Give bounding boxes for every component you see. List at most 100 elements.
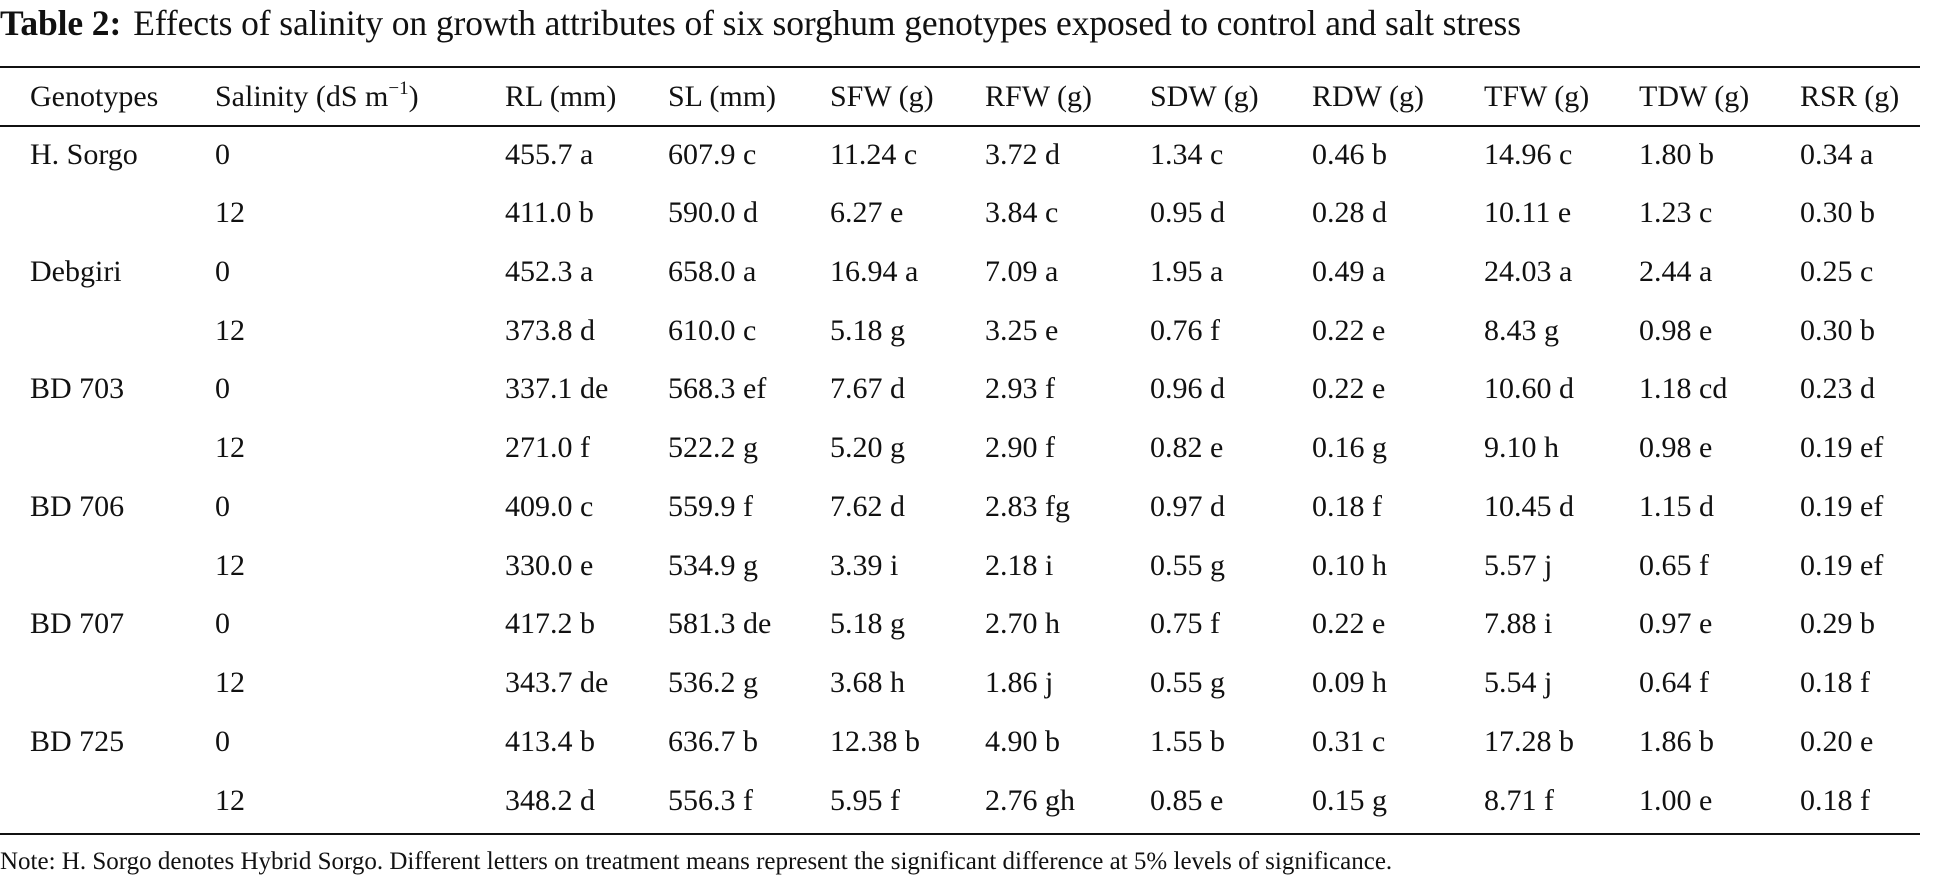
table-row: 12 348.2 d 556.3 f 5.95 f 2.76 gh 0.85 e 0.15 … <box>0 771 1957 830</box>
cell-salinity: 0 <box>215 138 230 172</box>
cell-rdw: 0.49 a <box>1312 254 1386 288</box>
cell-sl: 658.0 a <box>668 254 757 288</box>
cell-rsr: 0.23 d <box>1800 372 1875 406</box>
cell-tfw: 5.57 j <box>1484 548 1553 582</box>
cell-rsr: 0.25 c <box>1800 254 1874 288</box>
cell-rdw: 0.31 c <box>1312 724 1386 758</box>
cell-salinity: 12 <box>215 313 245 347</box>
cell-sl: 559.9 f <box>668 489 753 523</box>
header-rsr: RSR (g) <box>1800 79 1900 113</box>
cell-rfw: 1.86 j <box>985 666 1054 700</box>
cell-sl: 568.3 ef <box>668 372 767 406</box>
cell-rdw: 0.15 g <box>1312 783 1387 817</box>
cell-sdw: 0.82 e <box>1150 431 1224 465</box>
cell-rdw: 0.22 e <box>1312 372 1386 406</box>
header-sdw: SDW (g) <box>1150 79 1259 113</box>
cell-salinity: 12 <box>215 431 245 465</box>
table-body: H. Sorgo 0 455.7 a 607.9 c 11.24 c 3.72 d 1.34… <box>0 125 1957 830</box>
cell-rl: 411.0 b <box>505 196 594 230</box>
cell-rdw: 0.18 f <box>1312 489 1382 523</box>
header-rdw: RDW (g) <box>1312 79 1424 113</box>
cell-rsr: 0.20 e <box>1800 724 1874 758</box>
cell-sfw: 3.39 i <box>830 548 899 582</box>
caption-label: Table 2: <box>0 3 122 43</box>
cell-rl: 337.1 de <box>505 372 609 406</box>
table-row: BD 703 0 337.1 de 568.3 ef 7.67 d 2.93 f 0.96 … <box>0 360 1957 419</box>
cell-sl: 636.7 b <box>668 724 758 758</box>
cell-rl: 452.3 a <box>505 254 594 288</box>
top-rule <box>0 66 1920 68</box>
caption-text: Effects of salinity on growth attributes… <box>133 3 1521 43</box>
cell-salinity: 0 <box>215 607 230 641</box>
cell-sl: 556.3 f <box>668 783 753 817</box>
cell-rdw: 0.28 d <box>1312 196 1387 230</box>
table-row: 12 411.0 b 590.0 d 6.27 e 3.84 c 0.95 d 0.28 d… <box>0 184 1957 243</box>
cell-rsr: 0.19 ef <box>1800 489 1884 523</box>
cell-rfw: 3.84 c <box>985 196 1059 230</box>
header-salinity-exponent: −1 <box>388 77 409 99</box>
cell-rsr: 0.29 b <box>1800 607 1875 641</box>
cell-tdw: 0.64 f <box>1639 666 1709 700</box>
header-tdw: TDW (g) <box>1639 79 1750 113</box>
cell-rl: 343.7 de <box>505 666 609 700</box>
cell-rl: 271.0 f <box>505 431 590 465</box>
cell-tdw: 0.65 f <box>1639 548 1709 582</box>
cell-rsr: 0.34 a <box>1800 138 1874 172</box>
cell-tdw: 1.23 c <box>1639 196 1713 230</box>
table-row: 12 330.0 e 534.9 g 3.39 i 2.18 i 0.55 g 0.10 h… <box>0 536 1957 595</box>
cell-tfw: 8.71 f <box>1484 783 1554 817</box>
cell-rsr: 0.18 f <box>1800 783 1870 817</box>
cell-tdw: 1.80 b <box>1639 138 1714 172</box>
cell-tfw: 17.28 b <box>1484 724 1574 758</box>
cell-rfw: 3.25 e <box>985 313 1059 347</box>
cell-tfw: 5.54 j <box>1484 666 1553 700</box>
cell-sdw: 0.85 e <box>1150 783 1224 817</box>
cell-tdw: 0.98 e <box>1639 431 1713 465</box>
header-rfw: RFW (g) <box>985 79 1092 113</box>
cell-tfw: 10.60 d <box>1484 372 1574 406</box>
cell-tfw: 10.11 e <box>1484 196 1572 230</box>
cell-rl: 348.2 d <box>505 783 595 817</box>
cell-salinity: 0 <box>215 724 230 758</box>
cell-tdw: 0.98 e <box>1639 313 1713 347</box>
cell-tfw: 14.96 c <box>1484 138 1573 172</box>
cell-rfw: 2.90 f <box>985 431 1055 465</box>
table-row: 12 343.7 de 536.2 g 3.68 h 1.86 j 0.55 g 0.09 … <box>0 654 1957 713</box>
cell-sfw: 12.38 b <box>830 724 920 758</box>
cell-sdw: 0.75 f <box>1150 607 1220 641</box>
cell-tfw: 24.03 a <box>1484 254 1573 288</box>
cell-rfw: 7.09 a <box>985 254 1059 288</box>
cell-tdw: 1.86 b <box>1639 724 1714 758</box>
cell-sfw: 16.94 a <box>830 254 919 288</box>
cell-rfw: 2.93 f <box>985 372 1055 406</box>
cell-sl: 536.2 g <box>668 666 758 700</box>
cell-genotype <box>0 771 215 830</box>
cell-sfw: 5.95 f <box>830 783 900 817</box>
cell-rdw: 0.10 h <box>1312 548 1387 582</box>
cell-salinity: 0 <box>215 254 230 288</box>
cell-rl: 373.8 d <box>505 313 595 347</box>
cell-genotype: BD 703 <box>30 372 125 406</box>
cell-rsr: 0.19 ef <box>1800 548 1884 582</box>
cell-sfw: 5.18 g <box>830 313 905 347</box>
cell-genotype <box>0 654 215 713</box>
cell-sdw: 0.55 g <box>1150 548 1225 582</box>
cell-rdw: 0.46 b <box>1312 138 1387 172</box>
cell-sdw: 0.55 g <box>1150 666 1225 700</box>
header-sfw: SFW (g) <box>830 79 934 113</box>
cell-sl: 590.0 d <box>668 196 758 230</box>
cell-salinity: 0 <box>215 489 230 523</box>
table-caption: Table 2: Effects of salinity on growth at… <box>0 0 1957 56</box>
cell-sfw: 3.68 h <box>830 666 905 700</box>
cell-sdw: 1.34 c <box>1150 138 1224 172</box>
cell-rl: 330.0 e <box>505 548 594 582</box>
cell-rfw: 4.90 b <box>985 724 1060 758</box>
cell-sl: 534.9 g <box>668 548 758 582</box>
cell-sdw: 0.95 d <box>1150 196 1225 230</box>
cell-tfw: 8.43 g <box>1484 313 1559 347</box>
cell-genotype <box>0 536 215 595</box>
cell-rfw: 2.83 fg <box>985 489 1070 523</box>
cell-rfw: 2.70 h <box>985 607 1060 641</box>
cell-genotype <box>0 301 215 360</box>
table-row: H. Sorgo 0 455.7 a 607.9 c 11.24 c 3.72 d 1.34… <box>0 125 1957 184</box>
